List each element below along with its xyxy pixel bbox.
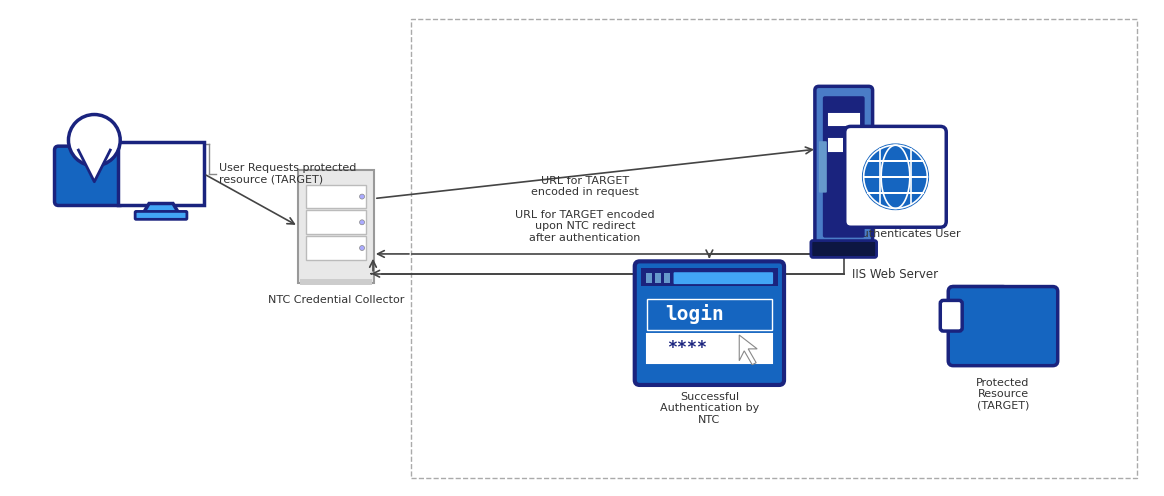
FancyBboxPatch shape: [647, 334, 772, 363]
FancyBboxPatch shape: [829, 139, 859, 151]
FancyBboxPatch shape: [306, 185, 365, 208]
FancyBboxPatch shape: [306, 210, 365, 234]
FancyBboxPatch shape: [818, 141, 826, 192]
FancyBboxPatch shape: [845, 126, 946, 227]
FancyBboxPatch shape: [55, 146, 125, 205]
FancyBboxPatch shape: [941, 301, 963, 331]
FancyBboxPatch shape: [829, 114, 859, 125]
FancyBboxPatch shape: [654, 273, 661, 283]
Circle shape: [360, 246, 364, 250]
FancyBboxPatch shape: [135, 211, 187, 219]
FancyBboxPatch shape: [123, 149, 199, 198]
Polygon shape: [78, 150, 111, 182]
FancyBboxPatch shape: [646, 273, 652, 283]
FancyBboxPatch shape: [647, 299, 772, 329]
Text: URL for TARGET
encoded in request: URL for TARGET encoded in request: [531, 176, 639, 197]
Text: IIS Web Server: IIS Web Server: [852, 268, 938, 281]
FancyBboxPatch shape: [823, 96, 865, 238]
FancyBboxPatch shape: [674, 272, 773, 284]
FancyBboxPatch shape: [949, 287, 1058, 366]
FancyBboxPatch shape: [634, 261, 785, 385]
FancyBboxPatch shape: [640, 268, 778, 286]
FancyBboxPatch shape: [815, 86, 873, 248]
FancyBboxPatch shape: [298, 170, 374, 283]
Text: URL for TARGET encoded
upon NTC redirect
after authentication: URL for TARGET encoded upon NTC redirect…: [516, 210, 655, 243]
Circle shape: [864, 145, 928, 208]
Text: login: login: [665, 304, 724, 324]
Polygon shape: [739, 335, 757, 365]
FancyBboxPatch shape: [119, 142, 204, 205]
Text: User Requests protected
resource (TARGET): User Requests protected resource (TARGET…: [219, 163, 356, 185]
Text: Successful
Authentication by
NTC: Successful Authentication by NTC: [660, 392, 759, 425]
FancyBboxPatch shape: [811, 241, 876, 257]
Circle shape: [360, 194, 364, 199]
Polygon shape: [143, 203, 179, 213]
FancyBboxPatch shape: [641, 288, 778, 378]
Text: Protected
Resource
(TARGET): Protected Resource (TARGET): [977, 377, 1030, 411]
FancyBboxPatch shape: [949, 287, 1007, 312]
Text: ****: ****: [667, 339, 708, 357]
FancyBboxPatch shape: [867, 141, 874, 192]
Text: NTC Credential Collector: NTC Credential Collector: [268, 296, 404, 306]
FancyBboxPatch shape: [663, 273, 669, 283]
Text: IIS Server
Authenticates User: IIS Server Authenticates User: [853, 217, 960, 239]
Circle shape: [69, 115, 120, 166]
FancyBboxPatch shape: [306, 236, 365, 260]
FancyBboxPatch shape: [300, 279, 372, 285]
Circle shape: [360, 220, 364, 225]
